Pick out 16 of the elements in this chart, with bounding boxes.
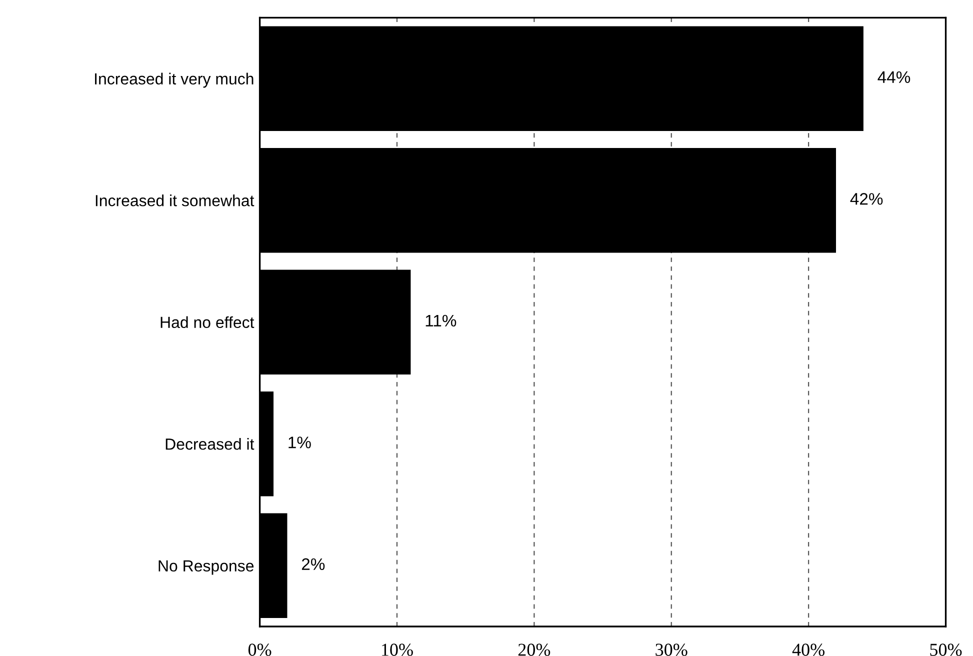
x-tick-label: 40% [792,644,824,656]
data-label: 1% [288,436,311,448]
x-tick-label: 0% [248,644,272,656]
data-label: 2% [302,558,325,570]
y-tick-label: Increased it somewhat [96,194,254,206]
data-label: 11% [426,314,456,327]
y-tick-label: No Response [158,560,254,575]
data-label: 44% [878,71,910,83]
y-tick-label: Had no effect [160,316,254,328]
y-tick-label: Decreased it [166,438,254,450]
x-tick-label: 50% [930,644,962,656]
x-tick-label: 30% [656,644,688,656]
data-label: 42% [850,193,883,205]
x-tick-label: 10% [382,644,413,656]
x-tick-label: 20% [518,644,550,656]
y-tick-label: Increased it very much [95,72,254,88]
